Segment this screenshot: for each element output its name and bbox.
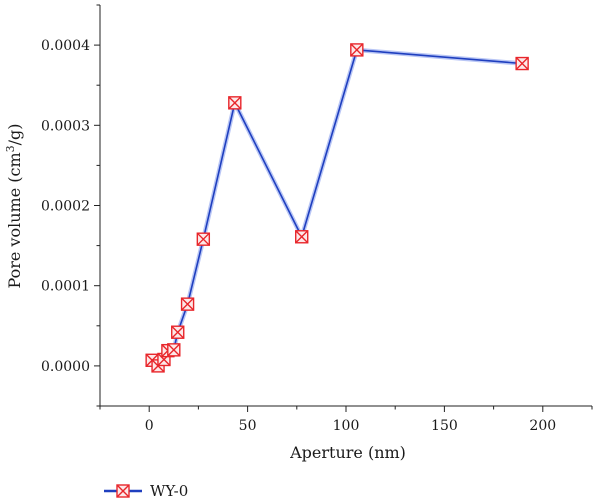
data-point-marker: [515, 56, 529, 71]
marker-cross: [228, 96, 242, 110]
data-point-marker: [180, 297, 195, 311]
x-tick-label: 100: [333, 418, 360, 434]
marker-cross: [196, 232, 210, 246]
y-axis-title-sup: 3: [4, 145, 17, 152]
legend-label: WY-0: [150, 482, 188, 500]
data-point-marker: [116, 484, 130, 498]
y-tick-label: 0.0004: [41, 38, 90, 54]
y-tick-label: 0.0001: [41, 279, 90, 295]
legend-marker: [116, 484, 130, 498]
legend: WY-0: [104, 482, 188, 500]
marker-cross: [350, 43, 364, 57]
y-axis-ticks: 0.0000 0.0001 0.0002 0.0003 0.0004: [41, 4, 100, 407]
x-axis-ticks: 0 50 100 150 200: [99, 406, 593, 434]
x-tick-label: 200: [529, 418, 556, 434]
marker-cross: [167, 343, 181, 357]
y-axis-title-main: Pore volume (cm: [5, 152, 24, 288]
data-point-marker: [196, 232, 211, 246]
x-tick-label: 50: [239, 418, 257, 434]
x-axis-title: Aperture (nm): [289, 443, 406, 462]
series-line: [151, 49, 523, 367]
y-axis-title-tail: /g): [5, 123, 24, 145]
markers-layer: [145, 43, 529, 373]
x-tick-label: 0: [145, 418, 154, 434]
data-point-marker: [171, 325, 185, 339]
y-tick-label: 0.0002: [41, 199, 90, 215]
data-point-marker: [228, 96, 242, 110]
x-tick-label: 150: [431, 418, 458, 434]
data-point-marker: [350, 43, 364, 57]
data-point-marker: [295, 230, 309, 244]
y-tick-label: 0.0000: [41, 359, 90, 375]
y-tick-label: 0.0003: [41, 118, 90, 134]
marker-cross: [295, 230, 309, 244]
y-axis-title: Pore volume (cm3/g): [4, 123, 24, 288]
marker-cross: [515, 57, 529, 71]
series-line-halo: [150, 47, 523, 369]
series-layer: [150, 47, 523, 369]
marker-cross: [171, 325, 185, 339]
marker-cross: [116, 484, 130, 498]
data-point-marker: [167, 343, 181, 357]
marker-cross: [181, 297, 195, 311]
